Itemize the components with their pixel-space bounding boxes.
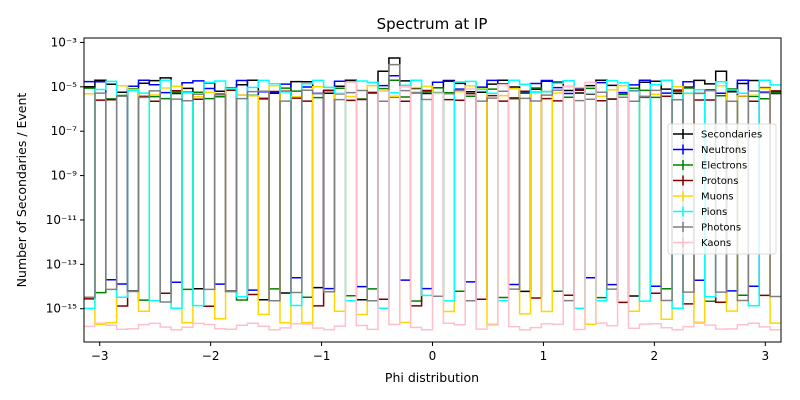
x-tick-label: 1: [540, 349, 548, 363]
legend-label: Pions: [701, 207, 727, 218]
legend-label: Neutrons: [701, 145, 746, 156]
x-axis-label: Phi distribution: [385, 370, 479, 385]
plot-area: [84, 57, 781, 331]
legend-label: Protons: [701, 176, 738, 187]
y-tick-label: 10⁻³: [51, 35, 78, 49]
legend-label: Muons: [701, 192, 734, 203]
y-tick-label: 10⁻⁷: [51, 124, 78, 138]
x-tick-label: −3: [91, 349, 109, 363]
legend-label: Electrons: [701, 161, 747, 172]
legend-label: Kaons: [701, 238, 731, 249]
x-tick-label: 0: [429, 349, 437, 363]
x-tick-label: 2: [651, 349, 659, 363]
legend-label: Photons: [701, 223, 741, 234]
legend-box: [667, 123, 777, 255]
legend: Secondaries Neutrons Electrons Protons Muons…: [667, 123, 777, 255]
x-tick-label: −2: [202, 349, 220, 363]
x-axis: −3 −2 −1 0 1 2 3: [91, 342, 769, 363]
y-axis: 10⁻³ 10⁻⁵ 10⁻⁷ 10⁻⁹ 10⁻¹¹ 10⁻¹³ 10⁻¹⁵: [46, 35, 84, 316]
y-tick-label: 10⁻⁹: [51, 169, 78, 183]
y-tick-label: 10⁻¹¹: [46, 213, 77, 227]
chart-title: Spectrum at IP: [377, 15, 488, 33]
x-tick-label: −1: [313, 349, 331, 363]
x-tick-label: 3: [761, 349, 769, 363]
y-tick-label: 10⁻⁵: [51, 80, 78, 94]
legend-label: Secondaries: [701, 130, 762, 141]
y-tick-label: 10⁻¹³: [46, 257, 77, 271]
y-axis-label: Number of Secondaries / Event: [14, 93, 29, 288]
y-tick-label: 10⁻¹⁵: [46, 302, 77, 316]
series-line-kaons: [84, 81, 781, 331]
